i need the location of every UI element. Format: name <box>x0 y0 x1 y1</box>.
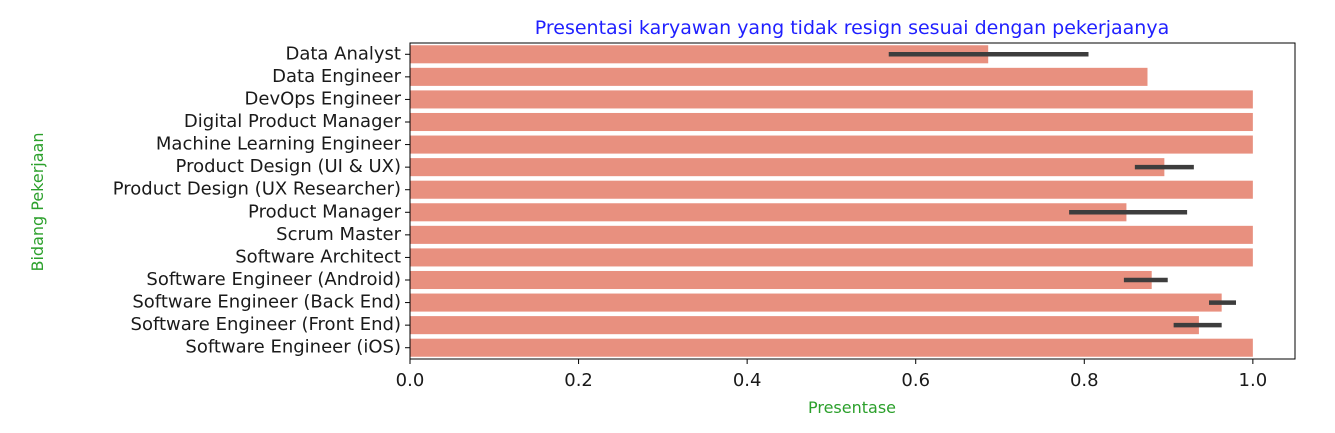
bar <box>410 158 1165 177</box>
bar <box>410 135 1253 154</box>
y-tick-label: Product Design (UI & UX) <box>176 156 401 177</box>
x-tick-label: 0.4 <box>733 370 762 391</box>
y-tick-label: Software Engineer (Back End) <box>132 292 401 313</box>
y-tick-label: DevOps Engineer <box>245 88 402 109</box>
x-axis-label: Presentase <box>808 398 896 417</box>
bar <box>410 67 1148 86</box>
y-tick-label: Data Analyst <box>285 43 401 64</box>
chart-title: Presentasi karyawan yang tidak resign se… <box>535 17 1169 39</box>
bar <box>410 293 1222 312</box>
bar <box>410 180 1253 199</box>
x-tick-label: 0.2 <box>564 370 593 391</box>
bar <box>410 270 1152 290</box>
x-tick-label: 0.8 <box>1070 370 1099 391</box>
y-tick-label: Software Engineer (iOS) <box>185 337 401 358</box>
x-ticks-layer: 0.0 0.2 0.4 0.6 0.8 1.0 <box>396 359 1267 391</box>
bar <box>410 225 1253 244</box>
x-tick-label: 0.6 <box>901 370 930 391</box>
y-tick-label: Digital Product Manager <box>184 111 402 132</box>
y-tick-label: Software Architect <box>235 246 401 267</box>
y-tick-label: Product Manager <box>248 201 402 222</box>
y-tick-label: Software Engineer (Front End) <box>131 314 401 335</box>
y-tick-label: Scrum Master <box>276 224 401 245</box>
bar <box>410 338 1253 357</box>
bar <box>410 90 1253 109</box>
y-tick-label: Data Engineer <box>272 66 401 87</box>
bar <box>410 316 1199 335</box>
y-tick-label: Software Engineer (Android) <box>146 269 401 290</box>
bars-layer <box>410 45 1253 357</box>
bar <box>410 112 1253 132</box>
bar <box>410 203 1127 222</box>
y-axis-label: Bidang Pekerjaan <box>28 133 47 272</box>
plot-frame <box>409 42 1296 360</box>
bar <box>410 45 989 64</box>
bar <box>410 248 1253 267</box>
error-bars-layer <box>888 52 1236 328</box>
y-tick-label: Machine Learning Engineer <box>156 134 402 155</box>
y-tick-label: Product Design (UX Researcher) <box>113 179 401 200</box>
x-tick-label: 1.0 <box>1239 370 1268 391</box>
x-tick-label: 0.0 <box>396 370 425 391</box>
